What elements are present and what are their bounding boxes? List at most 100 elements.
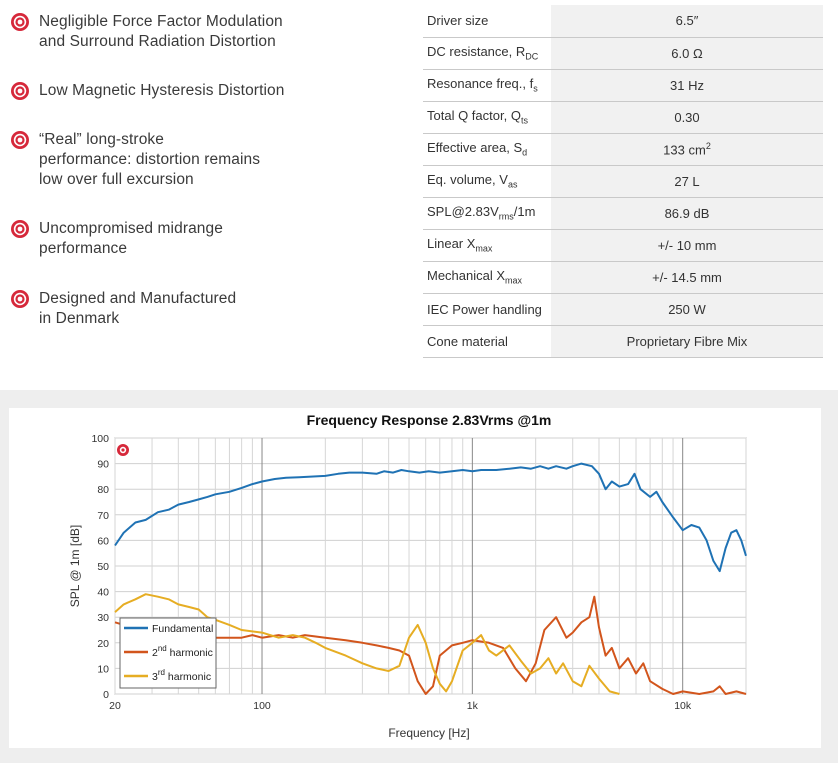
spec-label: Cone material (423, 325, 551, 358)
feature-item: Designed and Manufactured in Denmark (10, 289, 236, 329)
spec-label-subscript: rms (498, 211, 514, 222)
spec-label-suffix: /1m (513, 204, 536, 220)
spec-label: IEC Power handling (423, 293, 551, 326)
spec-label-text: Eq. volume, V (427, 172, 508, 188)
spec-label-text: IEC Power handling (427, 301, 542, 317)
spec-value: 0.30 (551, 101, 823, 134)
spec-value-text: 0.30 (674, 109, 700, 125)
spec-label-subscript: d (522, 147, 528, 158)
spec-label-text: SPL@2.83V (427, 204, 499, 220)
spec-label-text: Driver size (427, 13, 489, 29)
spec-label: Resonance freq., fs (423, 69, 551, 102)
feature-text: Low Magnetic Hysteresis Distortion (39, 82, 285, 99)
spec-label: Driver size (423, 5, 551, 38)
spec-table: Driver size 6.5″ DC resistance, RDC 6.0 Ω Re… (423, 5, 823, 358)
spec-label: Effective area, Sd (423, 133, 551, 166)
spec-label-text: DC resistance, R (427, 44, 526, 60)
spec-label-subscript: as (507, 179, 518, 190)
spec-row: Cone material Proprietary Fibre Mix (423, 325, 823, 358)
y-tick-label: 80 (97, 484, 109, 496)
spec-label-text: Effective area, S (427, 140, 523, 156)
spec-row: Eq. volume, Vas 27 L (423, 165, 823, 198)
spec-value-text: 31 Hz (670, 77, 704, 93)
grid (114, 437, 747, 695)
feature-item: Negligible Force Factor Modulation and S… (10, 12, 283, 52)
spec-label-text: Linear X (427, 236, 476, 252)
spec-row: IEC Power handling 250 W (423, 293, 823, 326)
spec-row: Driver size 6.5″ (423, 5, 823, 38)
spec-value: 6.5″ (551, 5, 823, 38)
spec-row: Total Q factor, Qts 0.30 (423, 101, 823, 134)
spec-label-subscript: ts (520, 115, 528, 126)
y-tick-label: 90 (97, 459, 109, 471)
y-tick-label: 20 (97, 638, 109, 650)
target-bullet-icon (11, 82, 29, 100)
chart-ylabel: SPL @ 1m [dB] (68, 525, 82, 607)
spec-label-text: Mechanical X (427, 268, 506, 284)
y-tick-label: 70 (97, 510, 109, 522)
legend-label: 2nd harmonic (152, 644, 213, 659)
target-bullet-icon (11, 13, 29, 31)
spec-value-text: 86.9 dB (664, 205, 710, 221)
spec-value: 31 Hz (551, 69, 823, 102)
feature-item: Uncompromised midrange performance (10, 219, 223, 259)
feature-text: “Real” long-stroke performance: distorti… (39, 131, 261, 188)
target-bullet-icon (11, 220, 29, 238)
spec-value-text: 6.5″ (675, 13, 699, 29)
legend: Fundamental 2nd harmonic 3rd harmonic (119, 617, 217, 689)
spec-value-text: +/- 10 mm (657, 237, 717, 253)
spec-value-text: 27 L (674, 173, 700, 189)
spec-value-superscript: 2 (705, 140, 711, 151)
spec-row: SPL@2.83Vrms/1m 86.9 dB (423, 197, 823, 230)
x-tick-label: 10k (674, 700, 692, 712)
spec-value-text: 133 cm (663, 142, 706, 158)
legend-label: Fundamental (152, 623, 213, 635)
chart-title: Frequency Response 2.83Vrms @1m (307, 412, 552, 428)
spec-value-text: 250 W (668, 301, 706, 317)
spec-row: DC resistance, RDC 6.0 Ω (423, 37, 823, 70)
spec-row: Linear Xmax +/- 10 mm (423, 229, 823, 262)
feature-item: Low Magnetic Hysteresis Distortion (10, 81, 284, 101)
spec-value-text: +/- 14.5 mm (652, 269, 722, 285)
spec-row: Effective area, Sd 133 cm2 (423, 133, 823, 166)
y-tick-label: 10 (97, 663, 109, 675)
target-bullet-icon (11, 131, 29, 149)
spec-label-text: Total Q factor, Q (427, 108, 521, 124)
spec-value-text: Proprietary Fibre Mix (626, 333, 748, 349)
y-tick-label: 40 (97, 587, 109, 599)
spec-row: Resonance freq., fs 31 Hz (423, 69, 823, 102)
feature-text: Negligible Force Factor Modulation and S… (39, 13, 283, 50)
spec-label-subscript: max (475, 243, 493, 254)
feature-item: “Real” long-stroke performance: distorti… (10, 130, 260, 190)
spec-value: 27 L (551, 165, 823, 198)
spec-label-text: Resonance freq., f (427, 76, 534, 92)
spec-row: Mechanical Xmax +/- 14.5 mm (423, 261, 823, 294)
y-tick-label: 100 (91, 433, 109, 445)
y-tick-label: 50 (97, 561, 109, 573)
spec-value: 133 cm2 (551, 133, 823, 166)
x-tick-label: 1k (467, 700, 479, 712)
spec-label: Total Q factor, Qts (423, 101, 551, 134)
spec-label: Eq. volume, Vas (423, 165, 551, 198)
x-tick-label: 20 (109, 700, 121, 712)
spec-value: Proprietary Fibre Mix (551, 325, 823, 358)
spec-label: SPL@2.83Vrms/1m (423, 197, 551, 230)
y-tick-labels: 0 10 20 30 40 50 60 70 80 90 100 (91, 433, 109, 701)
target-bullet-icon (11, 290, 29, 308)
y-tick-label: 30 (97, 612, 109, 624)
series-line-1 (114, 462, 747, 573)
spec-value: 86.9 dB (551, 197, 823, 230)
spec-label: Mechanical Xmax (423, 261, 551, 294)
y-tick-label: 0 (103, 689, 109, 701)
series-line-3 (114, 593, 620, 695)
legend-label: 3rd harmonic (152, 668, 211, 683)
spec-value: 250 W (551, 293, 823, 326)
frequency-response-chart: Frequency Response 2.83Vrms @1m Frequenc… (68, 412, 747, 740)
spec-label: DC resistance, RDC (423, 37, 551, 70)
feature-text: Uncompromised midrange performance (39, 220, 223, 257)
y-tick-label: 60 (97, 535, 109, 547)
spec-label-subscript: max (505, 275, 523, 286)
feature-text: Designed and Manufactured in Denmark (39, 290, 237, 327)
spec-value-text: 6.0 Ω (671, 45, 703, 61)
spec-value: +/- 10 mm (551, 229, 823, 262)
